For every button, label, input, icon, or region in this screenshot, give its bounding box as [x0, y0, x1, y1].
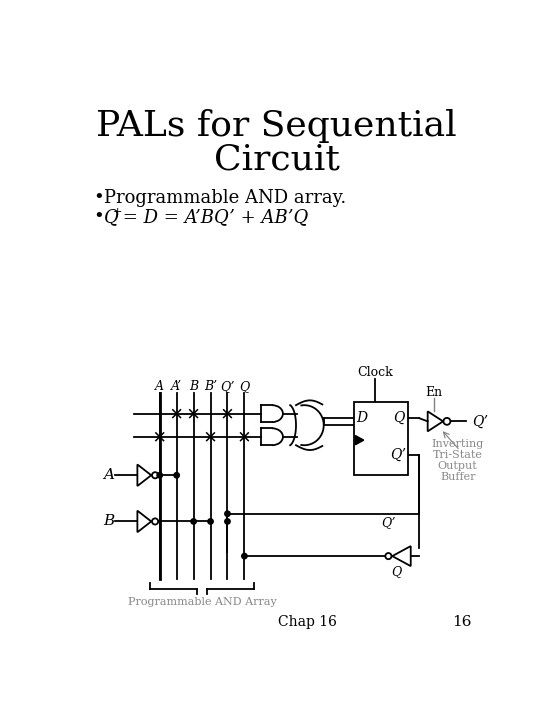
Text: A’: A’: [171, 380, 182, 393]
Circle shape: [242, 554, 247, 559]
Text: B: B: [103, 515, 114, 528]
Text: Q’: Q’: [220, 380, 235, 393]
Text: En: En: [426, 386, 442, 399]
Circle shape: [208, 518, 213, 524]
Text: Clock: Clock: [357, 366, 393, 379]
Text: •: •: [93, 208, 104, 226]
Text: PALs for Sequential: PALs for Sequential: [96, 109, 457, 143]
Circle shape: [386, 553, 392, 559]
Text: •: •: [93, 189, 104, 207]
Text: = D = A’BQ’ + AB’Q: = D = A’BQ’ + AB’Q: [117, 208, 309, 226]
Circle shape: [225, 511, 230, 516]
Circle shape: [157, 472, 163, 478]
Text: D: D: [356, 411, 367, 426]
Text: Tri-State: Tri-State: [433, 450, 483, 460]
Circle shape: [225, 518, 230, 524]
Circle shape: [191, 518, 196, 524]
Bar: [354, 402, 408, 475]
Text: Chap 16: Chap 16: [278, 615, 337, 629]
Text: Inverting: Inverting: [431, 439, 484, 449]
Text: Q: Q: [393, 411, 404, 426]
Text: Q’: Q’: [472, 414, 488, 428]
Text: Q: Q: [391, 565, 401, 578]
Text: Buffer: Buffer: [440, 472, 475, 482]
Text: Q’: Q’: [381, 516, 396, 529]
Circle shape: [443, 418, 450, 425]
Circle shape: [152, 518, 158, 525]
Text: A: A: [103, 468, 114, 482]
Text: 16: 16: [452, 615, 471, 629]
Text: B: B: [189, 380, 198, 393]
Text: Output: Output: [438, 461, 477, 471]
Text: Q: Q: [104, 208, 119, 226]
Circle shape: [152, 472, 158, 478]
Text: B’: B’: [204, 380, 217, 393]
Circle shape: [174, 472, 179, 478]
Text: Programmable AND Array: Programmable AND Array: [127, 597, 276, 606]
Text: Q: Q: [239, 380, 249, 393]
Polygon shape: [355, 436, 364, 445]
Text: A: A: [155, 380, 164, 393]
Text: Q’: Q’: [390, 448, 407, 462]
Text: Programmable AND array.: Programmable AND array.: [104, 189, 347, 207]
Text: +: +: [113, 207, 122, 217]
Text: Circuit: Circuit: [214, 143, 340, 176]
